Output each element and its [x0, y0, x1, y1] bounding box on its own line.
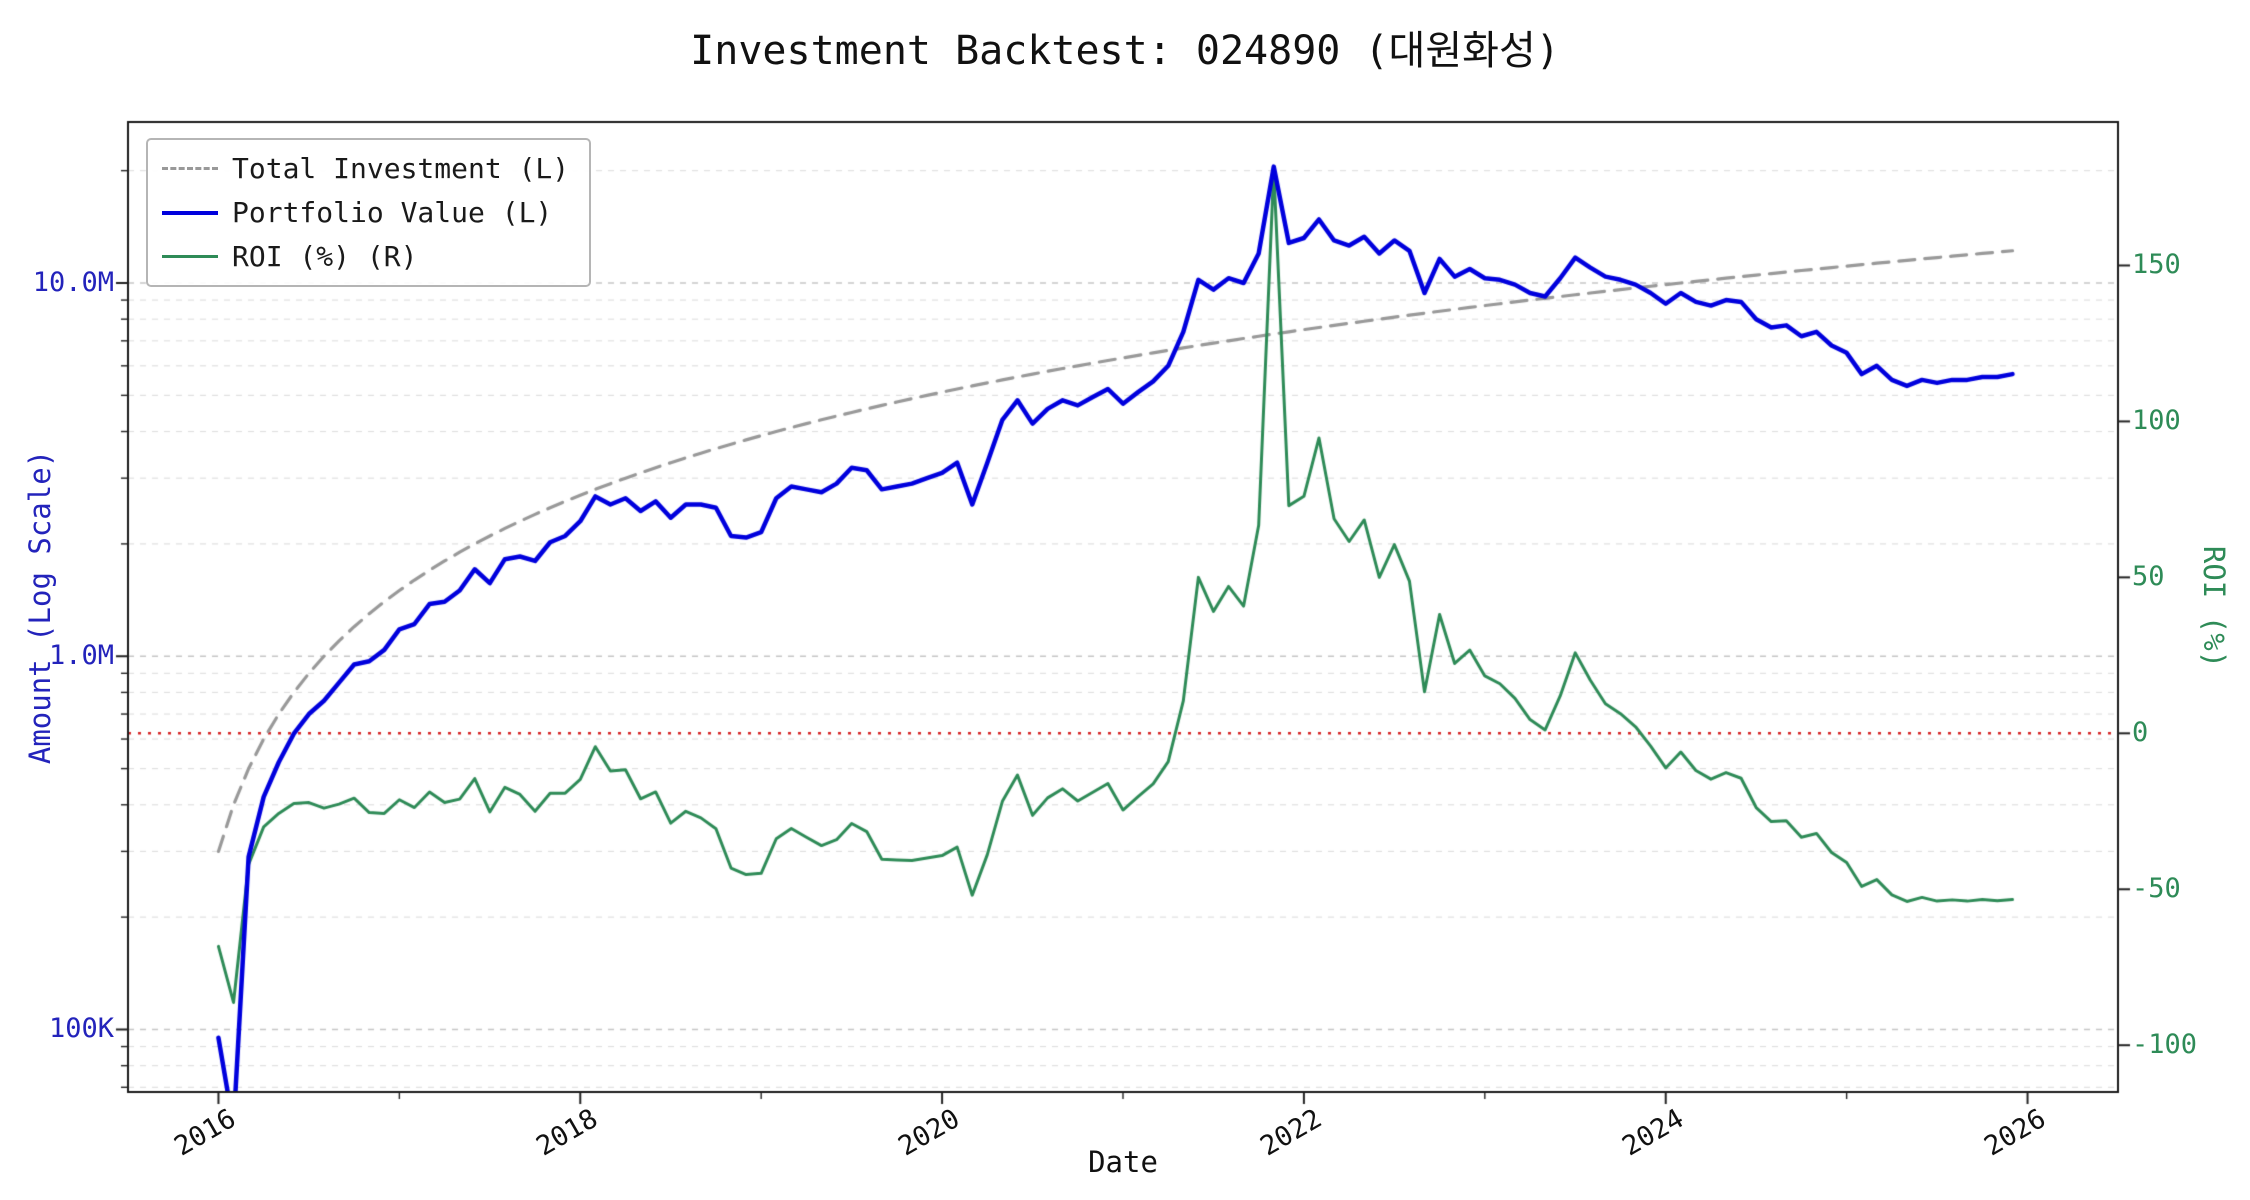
right-ytick--50: -50 — [2132, 873, 2181, 905]
legend-swatch-dashed-line — [162, 167, 218, 170]
left-ytick-100K: 100K — [48, 1013, 114, 1045]
x-axis-title: Date — [1088, 1145, 1158, 1179]
legend-item-portfolio-value: Portfolio Value (L) — [162, 196, 569, 229]
legend-label-total-investment: Total Investment (L) — [232, 152, 570, 185]
legend-item-total-investment: Total Investment (L) — [162, 152, 569, 185]
chart-title: Investment Backtest: 024890 (대원화성) — [690, 28, 1560, 74]
right-ytick-50: 50 — [2132, 561, 2165, 593]
legend-label-portfolio-value: Portfolio Value (L) — [232, 196, 553, 229]
right-ytick-150: 150 — [2132, 249, 2181, 281]
right-ytick-0: 0 — [2132, 717, 2149, 749]
left-axis-title: Amount (Log Scale) — [23, 449, 57, 765]
legend-swatch-blue-line — [162, 210, 218, 215]
legend-label-roi: ROI (%) (R) — [232, 240, 418, 273]
legend-item-roi: ROI (%) (R) — [162, 240, 569, 273]
right-axis-title: ROI (%) — [2197, 545, 2231, 669]
legend: Total Investment (L) Portfolio Value (L)… — [146, 138, 592, 287]
right-ytick--100: -100 — [2132, 1029, 2198, 1061]
left-ytick-1.0M: 1.0M — [48, 640, 114, 672]
legend-swatch-green-line — [162, 255, 218, 258]
right-ytick-100: 100 — [2132, 405, 2181, 437]
left-ytick-10.0M: 10.0M — [32, 267, 114, 298]
